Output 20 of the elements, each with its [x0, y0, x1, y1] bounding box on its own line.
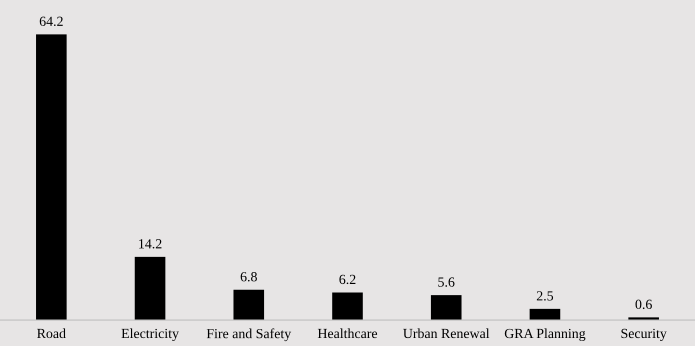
x-tick-label: Urban Renewal — [403, 328, 490, 338]
x-tick-label: GRA Planning — [504, 328, 586, 342]
data-label: 6.2 — [339, 274, 356, 284]
x-tick-label: Fire and Safety — [206, 328, 292, 342]
bar — [332, 292, 363, 320]
bar — [530, 308, 560, 320]
bar — [233, 290, 264, 320]
bar — [36, 34, 67, 320]
x-tick-label: Healthcare — [318, 328, 378, 338]
x-tick-label: Security — [621, 328, 667, 341]
bar — [134, 256, 166, 320]
data-label: 2.5 — [536, 291, 554, 301]
x-tick-label: Road — [37, 328, 66, 338]
data-label: 64.2 — [40, 16, 63, 26]
data-label: 14.2 — [139, 239, 162, 249]
data-label: 0.6 — [636, 300, 652, 310]
bar — [430, 295, 462, 320]
data-label: 6.8 — [240, 272, 257, 282]
x-tick-label: Electricity — [122, 328, 179, 342]
data-label: 5.6 — [438, 277, 454, 287]
